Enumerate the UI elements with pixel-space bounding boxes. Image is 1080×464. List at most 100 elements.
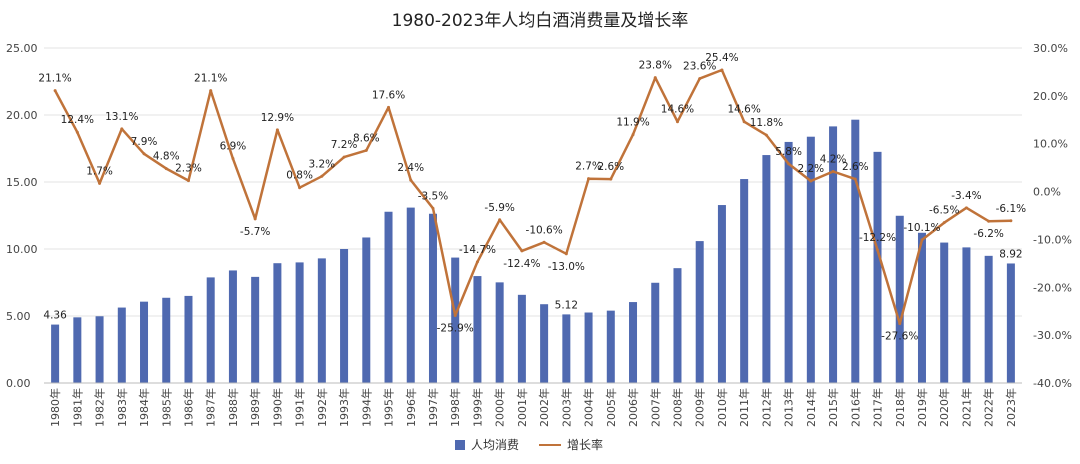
x-tick-label: 1980年 xyxy=(48,388,62,427)
line-point xyxy=(609,177,613,181)
line-point xyxy=(342,155,346,159)
bar-series xyxy=(51,119,1015,383)
bar xyxy=(629,302,638,383)
line-point xyxy=(1009,219,1013,223)
line-data-label: 12.4% xyxy=(61,114,94,126)
x-tick-label: 2000年 xyxy=(493,388,507,427)
line-point xyxy=(853,177,857,181)
x-tick-label: 1998年 xyxy=(448,388,462,427)
x-tick-label: 2005年 xyxy=(604,388,618,427)
line-point xyxy=(387,105,391,109)
line-data-label: 11.9% xyxy=(616,117,649,129)
legend-line-label: 增长率 xyxy=(567,438,604,452)
line-point xyxy=(320,174,324,178)
bar xyxy=(940,242,949,383)
line-point xyxy=(964,206,968,210)
x-tick-label: 1992年 xyxy=(315,388,329,427)
x-tick-label: 1986年 xyxy=(181,388,195,427)
bar xyxy=(540,304,549,383)
bar xyxy=(406,207,415,383)
bar xyxy=(762,155,771,383)
line-point xyxy=(787,162,791,166)
x-tick-label: 2012年 xyxy=(759,388,773,427)
line-data-label: 14.6% xyxy=(661,104,694,116)
line-data-label: 4.2% xyxy=(820,153,847,165)
x-tick-label: 2001年 xyxy=(515,388,529,427)
y-left-tick-label: 0.00 xyxy=(6,377,31,390)
bar-data-label: 5.12 xyxy=(555,299,578,311)
bar xyxy=(895,215,904,383)
x-tick-label: 2020年 xyxy=(937,388,951,427)
bar xyxy=(295,262,304,383)
line-data-label: 8.6% xyxy=(353,132,380,144)
line-data-label: -13.0% xyxy=(548,261,585,273)
bar xyxy=(140,301,149,383)
bar xyxy=(428,213,437,383)
legend: 人均消费 增长率 xyxy=(455,436,603,453)
line-data-label: -6.2% xyxy=(973,228,1003,240)
x-tick-label: 1996年 xyxy=(404,388,418,427)
legend-item-line[interactable]: 增长率 xyxy=(539,436,603,453)
line-point xyxy=(298,186,302,190)
x-tick-label: 2003年 xyxy=(559,388,573,427)
x-tick-label: 2008年 xyxy=(670,388,684,427)
line-point xyxy=(564,252,568,256)
bar xyxy=(317,258,326,383)
line-data-label: 5.8% xyxy=(775,146,802,158)
bar xyxy=(740,179,749,383)
x-tick-label: 1989年 xyxy=(248,388,262,427)
x-tick-label: 2016年 xyxy=(848,388,862,427)
bar xyxy=(562,314,571,383)
x-tick-label: 2013年 xyxy=(782,388,796,427)
x-tick-label: 2007年 xyxy=(648,388,662,427)
line-point xyxy=(698,77,702,81)
line-data-label: -12.4% xyxy=(503,258,540,270)
line-data-label: 11.8% xyxy=(750,117,783,129)
bar xyxy=(206,277,215,383)
line-series xyxy=(53,68,1013,326)
line-point xyxy=(75,130,79,134)
x-tick-label: 1999年 xyxy=(470,388,484,427)
line-point xyxy=(53,89,57,93)
bar xyxy=(606,310,615,383)
line-data-label: -5.7% xyxy=(240,226,270,238)
bar xyxy=(829,126,838,383)
x-tick-label: 1983年 xyxy=(115,388,129,427)
x-tick-label: 2009年 xyxy=(693,388,707,427)
bar xyxy=(917,232,926,383)
legend-item-bar[interactable]: 人均消费 xyxy=(455,436,519,453)
line-data-label: 21.1% xyxy=(194,73,227,85)
line-point xyxy=(898,322,902,326)
line-data-label: -3.5% xyxy=(418,190,448,202)
bar xyxy=(806,136,815,383)
bar xyxy=(717,205,726,383)
x-tick-label: 2022年 xyxy=(982,388,996,427)
x-tick-label: 2002年 xyxy=(537,388,551,427)
line-point xyxy=(253,217,257,221)
data-labels: 21.1% 12.4% 1.7% 13.1% 7.9% 4.8%2.3% 21.1% 6.9%… xyxy=(38,52,1026,343)
x-tick-label: 1987年 xyxy=(204,388,218,427)
line-point xyxy=(364,148,368,152)
bar xyxy=(362,237,371,383)
line-data-label: 13.1% xyxy=(105,111,138,123)
x-tick-label: 1995年 xyxy=(382,388,396,427)
line-point xyxy=(98,181,102,185)
bar xyxy=(451,257,460,383)
bar xyxy=(228,270,237,383)
axes: 0.00 5.00 10.00 15.00 20.00 25.00 -40.0% -30.0%… xyxy=(6,42,1072,427)
line-data-label: 23.8% xyxy=(639,60,672,72)
bar xyxy=(117,307,126,383)
line-data-label: 12.9% xyxy=(261,112,294,124)
line-point xyxy=(275,128,279,132)
line-data-label: -14.7% xyxy=(459,244,496,256)
y-left-tick-label: 20.00 xyxy=(6,109,38,122)
bar xyxy=(873,151,882,383)
y-left-tick-label: 25.00 xyxy=(6,42,38,55)
bar-data-label: 8.92 xyxy=(999,248,1022,260)
x-tick-label: 1990年 xyxy=(270,388,284,427)
line-point xyxy=(142,152,146,156)
legend-bar-swatch xyxy=(455,439,465,450)
line-point xyxy=(164,167,168,171)
line-data-label: 7.9% xyxy=(131,136,158,148)
line-point xyxy=(453,314,457,318)
